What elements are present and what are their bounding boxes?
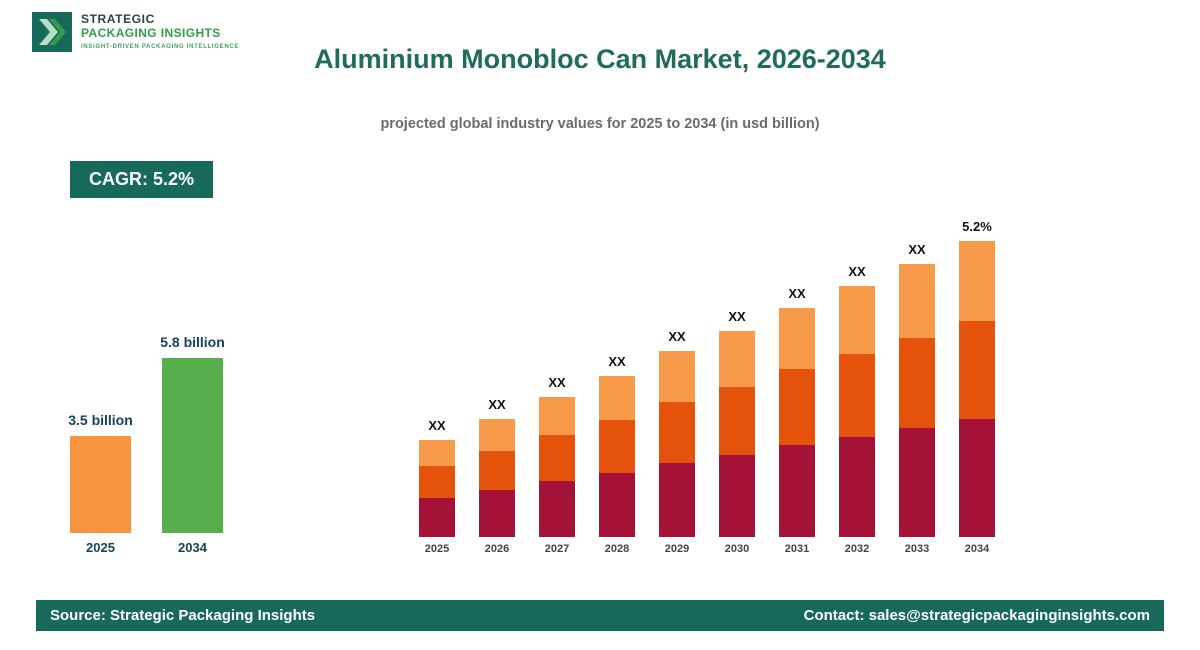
summary-chart: 3.5 billion 2025 5.8 billion 2034 [68, 334, 225, 555]
cagr-badge: CAGR: 5.2% [70, 161, 214, 198]
bar-segment-tier-middle [839, 354, 875, 437]
bar-segment-tier-top [839, 286, 875, 354]
stacked-bar-group: XX 2033 [898, 242, 936, 555]
bar-value-label: XX [908, 242, 926, 257]
bar-segment-tier-middle [479, 451, 515, 490]
bar-segment-tier-bottom [419, 498, 455, 537]
x-axis-label: 2029 [664, 543, 690, 555]
x-axis-label: 2028 [604, 543, 630, 555]
bar-segment-tier-top [419, 440, 455, 466]
stacked-bar-group: XX 2031 [778, 286, 816, 555]
stacked-bar [839, 286, 875, 537]
bar-segment-tier-middle [899, 338, 935, 428]
logo-text: STRATEGIC PACKAGING INSIGHTS INSIGHT-DRI… [81, 11, 240, 51]
bar-value-label: 5.2% [962, 219, 992, 234]
x-axis-label: 2030 [724, 543, 750, 555]
bar-segment-tier-middle [539, 435, 575, 481]
logo-tagline: INSIGHT-DRIVEN PACKAGING INTELLIGENCE [81, 44, 240, 51]
x-axis-label: 2034 [964, 543, 990, 555]
bar-segment-tier-bottom [839, 437, 875, 537]
summary-bar-group-2034: 5.8 billion 2034 [160, 334, 225, 555]
bar-value-label: XX [608, 354, 626, 369]
projection-chart: XX 2025 XX 2026 XX 2027 XX 2028 XX 2029 XX 2030 XX 20… [418, 215, 996, 555]
bar-segment-tier-bottom [479, 490, 515, 537]
summary-bar-group-2025: 3.5 billion 2025 [68, 412, 133, 555]
bar-segment-tier-top [479, 419, 515, 451]
bar-segment-tier-top [899, 264, 935, 338]
bar-segment-tier-middle [779, 369, 815, 445]
x-axis-label: 2033 [904, 543, 930, 555]
bar-value-label: XX [728, 309, 746, 324]
bar-segment-tier-bottom [959, 419, 995, 537]
x-axis-label: 2026 [484, 543, 510, 555]
bar-segment-tier-bottom [899, 428, 935, 537]
stacked-bar [599, 376, 635, 537]
bar-value-label: XX [548, 375, 566, 390]
bar-segment-tier-bottom [659, 463, 695, 537]
stacked-bar-group: XX 2025 [418, 418, 456, 555]
bar-segment-tier-top [959, 241, 995, 321]
bar-segment-tier-top [599, 376, 635, 420]
stacked-bar [539, 397, 575, 537]
bar-value-label: XX [788, 286, 806, 301]
bar-segment-tier-top [539, 397, 575, 435]
footer-source: Source: Strategic Packaging Insights [50, 607, 316, 624]
stacked-bar [419, 440, 455, 537]
bar-segment-tier-middle [659, 402, 695, 463]
summary-bar-2034 [162, 358, 223, 533]
stacked-bar [899, 264, 935, 537]
bar-segment-tier-middle [419, 466, 455, 498]
page-title: Aluminium Monobloc Can Market, 2026-2034 [314, 44, 886, 74]
bar-segment-tier-top [719, 331, 755, 387]
footer-bar: Source: Strategic Packaging Insights Con… [36, 600, 1164, 631]
logo-chevron-icon [32, 12, 72, 52]
stacked-bar [659, 351, 695, 537]
bar-segment-tier-bottom [779, 445, 815, 537]
bar-value-label: XX [428, 418, 446, 433]
x-axis-label: 2025 [424, 543, 450, 555]
stacked-bar [719, 331, 755, 537]
stacked-bar-group: 5.2% 2034 [958, 219, 996, 555]
stacked-bar-group: XX 2029 [658, 329, 696, 555]
bar-segment-tier-bottom [599, 473, 635, 537]
page-subtitle: projected global industry values for 202… [380, 116, 820, 132]
stacked-bar [779, 308, 815, 537]
bar-value-label: XX [488, 397, 506, 412]
bar-value-label: XX [848, 264, 866, 279]
stacked-bar-group: XX 2030 [718, 309, 756, 555]
summary-bar-2025 [70, 436, 131, 533]
bar-segment-tier-middle [719, 387, 755, 455]
bar-segment-tier-top [659, 351, 695, 402]
x-axis-label: 2027 [544, 543, 570, 555]
x-axis-label: 2031 [784, 543, 810, 555]
stacked-bar [479, 419, 515, 537]
footer-contact: Contact: sales@strategicpackaginginsight… [803, 607, 1150, 624]
stacked-bar [959, 241, 995, 537]
summary-value-label: 3.5 billion [68, 412, 133, 428]
stacked-bar-group: XX 2032 [838, 264, 876, 555]
bar-value-label: XX [668, 329, 686, 344]
bar-segment-tier-top [779, 308, 815, 369]
bar-segment-tier-middle [959, 321, 995, 419]
brand-logo: STRATEGIC PACKAGING INSIGHTS INSIGHT-DRI… [32, 12, 239, 52]
bar-segment-tier-bottom [719, 455, 755, 537]
logo-line1: STRATEGIC [81, 11, 155, 26]
summary-x-label: 2034 [178, 540, 207, 555]
bar-segment-tier-middle [599, 420, 635, 473]
stacked-bar-group: XX 2026 [478, 397, 516, 555]
stacked-bar-group: XX 2028 [598, 354, 636, 555]
stacked-bar-group: XX 2027 [538, 375, 576, 555]
summary-x-label: 2025 [86, 540, 115, 555]
x-axis-label: 2032 [844, 543, 870, 555]
logo-line2: PACKAGING INSIGHTS [81, 25, 221, 40]
summary-value-label: 5.8 billion [160, 334, 225, 350]
bar-segment-tier-bottom [539, 481, 575, 537]
